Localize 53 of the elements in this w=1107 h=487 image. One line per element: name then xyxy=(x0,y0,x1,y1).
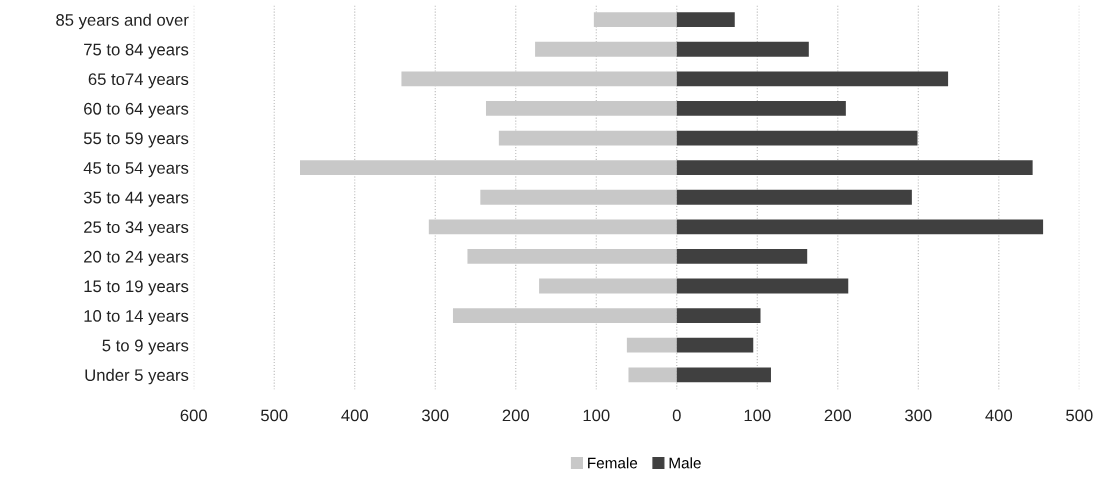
y-tick-label: 25 to 34 years xyxy=(84,221,189,237)
bar xyxy=(467,249,677,264)
y-tick-label: 60 to 64 years xyxy=(84,102,189,118)
x-tick-label: 200 xyxy=(824,409,852,422)
y-tick-label: 55 to 59 years xyxy=(83,132,189,148)
y-tick-label: 5 to 9 years xyxy=(102,339,189,355)
bar xyxy=(535,41,677,57)
x-tick-label: 0 xyxy=(672,409,681,422)
bar xyxy=(676,71,949,87)
y-tick-label: 75 to 84 years xyxy=(84,43,189,59)
bar xyxy=(485,101,677,116)
y-tick-label: 20 to 24 years xyxy=(84,250,189,266)
x-tick-label: 400 xyxy=(341,409,368,422)
bar xyxy=(539,278,677,294)
x-tick-label: 200 xyxy=(502,409,530,422)
legend-label: Male xyxy=(669,457,701,469)
y-tick-label: Under 5 years xyxy=(85,368,189,385)
bar xyxy=(676,367,771,383)
y-tick-label: 35 to 44 years xyxy=(83,191,189,207)
bar xyxy=(480,189,677,205)
y-tick-label: 10 to 14 years xyxy=(84,310,189,326)
bar xyxy=(498,130,677,146)
bar xyxy=(626,337,677,353)
bar xyxy=(676,12,735,28)
bar xyxy=(401,71,677,87)
x-tick-label: 500 xyxy=(261,409,288,422)
x-tick-label: 100 xyxy=(583,409,610,422)
x-tick-label: 300 xyxy=(905,409,932,422)
x-tick-label: 500 xyxy=(1066,409,1093,422)
bar xyxy=(452,308,677,324)
bar xyxy=(676,337,754,353)
bar xyxy=(593,12,677,28)
bar xyxy=(676,189,912,205)
x-tick-label: 100 xyxy=(744,409,771,422)
bar xyxy=(676,219,1044,235)
x-tick-label: 600 xyxy=(180,409,207,422)
bar xyxy=(676,130,918,146)
bar xyxy=(676,249,808,264)
bar xyxy=(676,41,809,57)
y-tick-label: 45 to 54 years xyxy=(83,162,189,178)
bar xyxy=(428,219,677,235)
x-tick-label: 400 xyxy=(985,409,1013,422)
bar xyxy=(300,160,677,176)
x-tick-label: 300 xyxy=(421,409,449,422)
bar xyxy=(676,308,761,324)
bar xyxy=(676,160,1033,176)
bar xyxy=(676,278,849,294)
bar xyxy=(676,101,846,116)
legend-label: Female xyxy=(588,457,638,469)
y-tick-label: 15 to 19 years xyxy=(84,280,189,296)
bar xyxy=(628,367,677,383)
y-tick-label: 85 years and over xyxy=(56,13,189,30)
y-tick-label: 65 to74 years xyxy=(88,73,189,89)
